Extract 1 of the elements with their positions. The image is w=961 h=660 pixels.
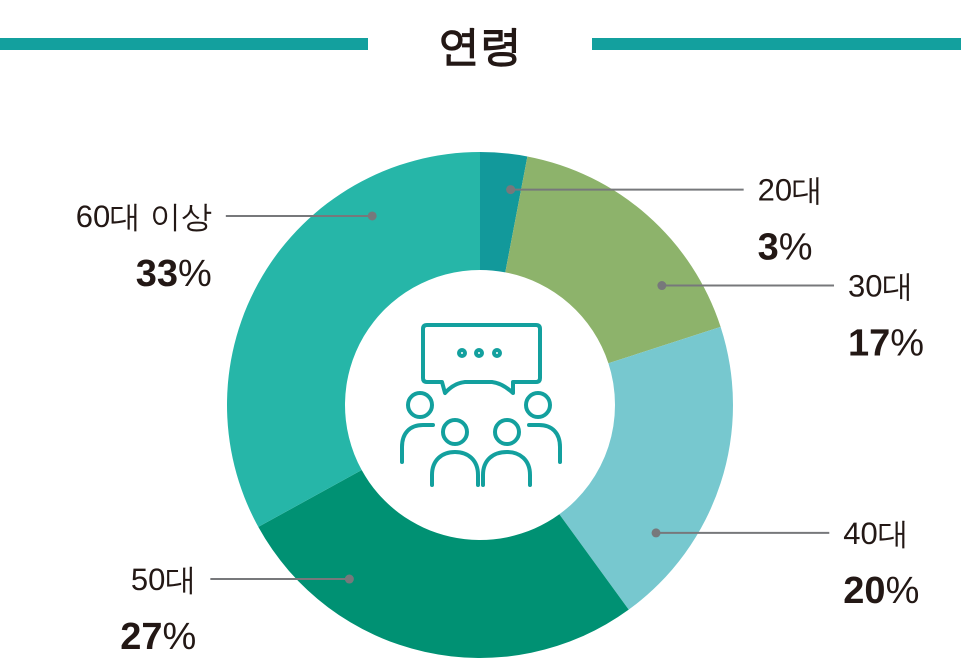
- title: 연령: [438, 22, 522, 69]
